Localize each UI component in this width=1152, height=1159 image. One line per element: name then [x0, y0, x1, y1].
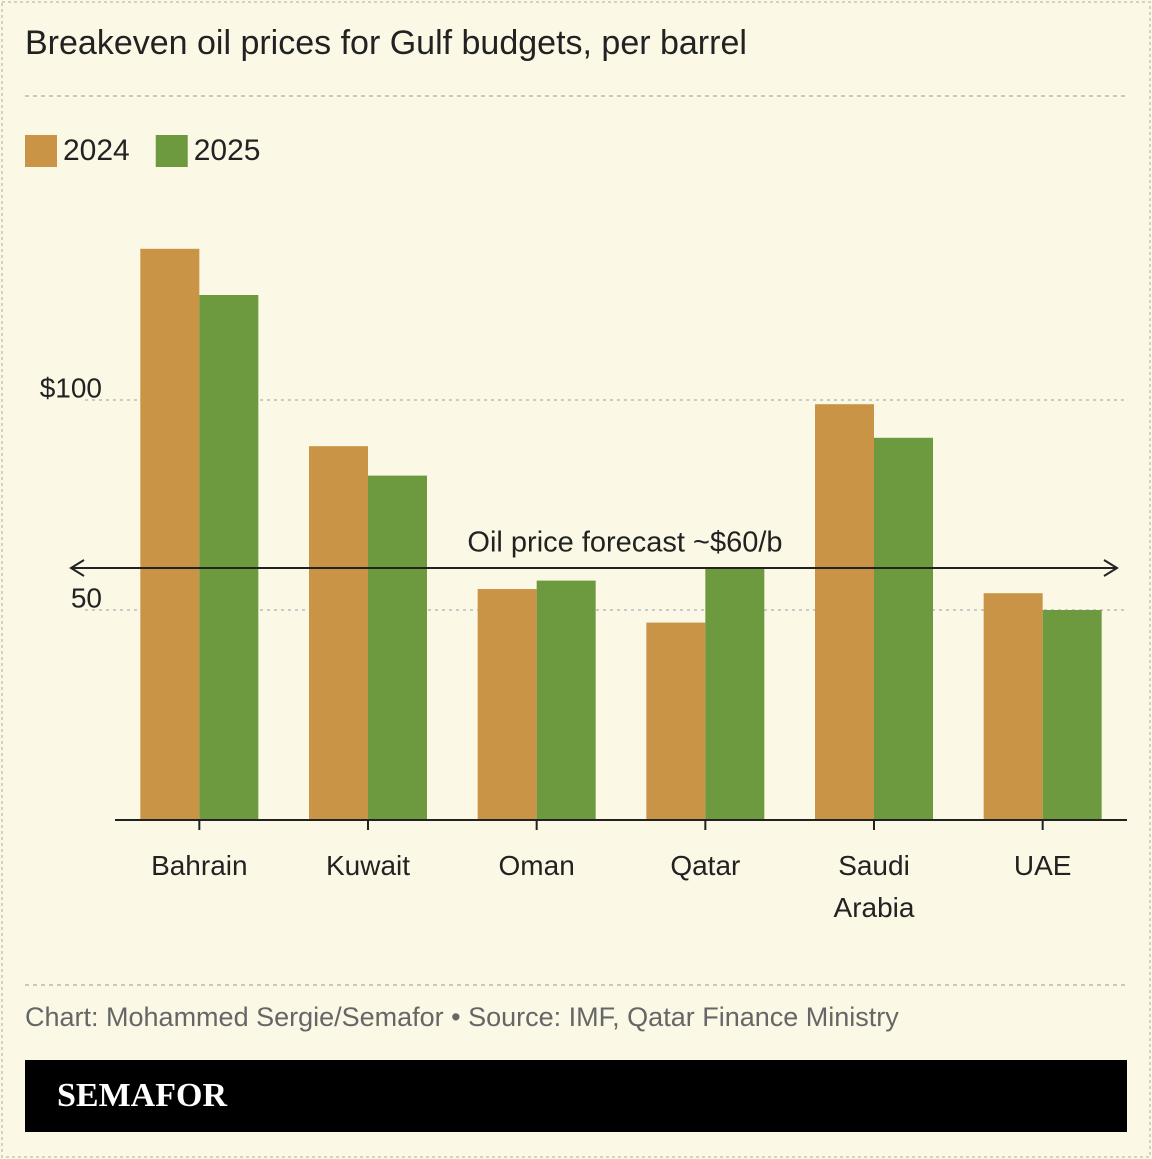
arrow-head: [69, 559, 85, 577]
arrow-head: [1103, 559, 1119, 577]
x-tick-label: Qatar: [670, 850, 741, 881]
legend-swatch: [25, 135, 57, 167]
source-note: Chart: Mohammed Sergie/Semafor • Source:…: [25, 1002, 899, 1032]
bar: [874, 437, 933, 820]
bar: [309, 446, 368, 820]
bar: [477, 589, 537, 820]
bar: [140, 248, 200, 821]
x-tick-label: Saudi Arabia: [833, 850, 915, 923]
legend-swatch: [155, 135, 188, 167]
bar: [1042, 610, 1102, 820]
bar: [199, 295, 259, 820]
bar: [815, 404, 874, 820]
x-tick-label: UAE: [1013, 850, 1072, 881]
brand-logo: SEMAFOR: [57, 1077, 227, 1114]
brand-bar: [25, 1060, 1127, 1132]
y-tick-label: 50: [71, 582, 102, 613]
annotation: Oil price forecast ~$60/b: [467, 527, 782, 559]
x-tick-label: Oman: [498, 850, 575, 881]
y-tick-label: $100: [40, 372, 102, 403]
legend-label: 2025: [194, 134, 261, 167]
bar: [646, 622, 706, 820]
legend-label: 2024: [63, 134, 130, 167]
x-tick-label: Bahrain: [151, 850, 248, 881]
x-tick-label: Kuwait: [325, 850, 411, 881]
bar: [705, 568, 765, 820]
bar: [983, 593, 1043, 820]
bar: [368, 475, 427, 820]
bar: [536, 580, 596, 820]
chart-title: Breakeven oil prices for Gulf budgets, p…: [25, 24, 747, 62]
